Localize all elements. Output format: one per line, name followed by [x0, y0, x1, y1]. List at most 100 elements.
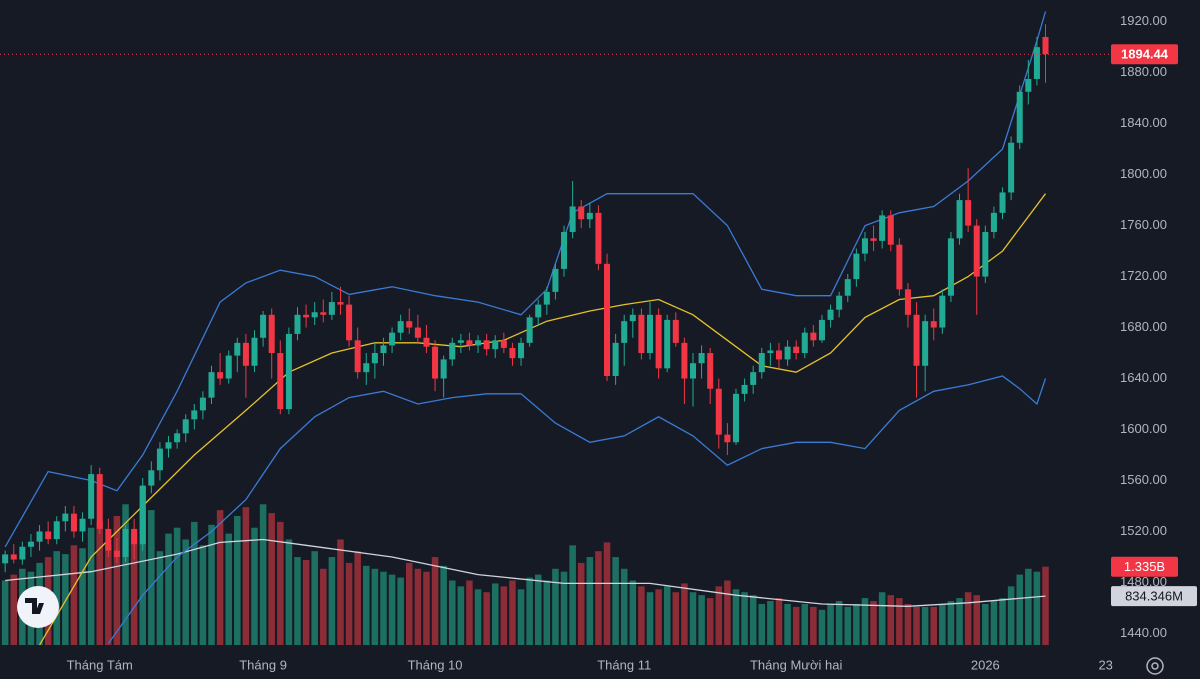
- volume-bar: [517, 589, 525, 645]
- candle-body: [105, 528, 112, 551]
- volume-bar: [620, 568, 628, 645]
- volume-bar: [853, 603, 860, 645]
- volume-bar: [216, 510, 224, 645]
- candle-body: [707, 353, 714, 389]
- candle-body: [741, 384, 748, 394]
- candle-body: [844, 279, 851, 296]
- volume-bar: [448, 580, 456, 645]
- volume-bar: [96, 521, 104, 645]
- candle-body: [251, 337, 258, 366]
- candle-body: [225, 355, 232, 379]
- volume-bar: [921, 606, 929, 645]
- volume-bar: [784, 603, 791, 645]
- last-price-tag: [1111, 44, 1178, 65]
- y-tick-label: 1520.00: [1120, 523, 1167, 538]
- x-tick-label: Tháng 10: [408, 657, 463, 672]
- logo-mark: [25, 598, 44, 614]
- candle-body: [457, 340, 464, 343]
- y-tick-label: 1440.00: [1120, 625, 1167, 640]
- candle-body: [27, 541, 34, 547]
- x-tick-label: 23: [1098, 657, 1112, 672]
- volume-bar: [191, 521, 198, 645]
- volume-bar: [277, 521, 284, 645]
- volume-bar: [526, 577, 533, 645]
- volume-tag: [1111, 556, 1178, 577]
- volume-bar: [371, 568, 379, 645]
- candle-body: [337, 302, 344, 305]
- candle-body: [836, 295, 843, 310]
- volume-bar: [414, 568, 422, 645]
- volume-bar: [603, 542, 611, 645]
- settings-icon[interactable]: [1146, 657, 1164, 675]
- y-tick-label: 1760.00: [1120, 217, 1167, 232]
- candle-body: [19, 546, 26, 560]
- candle-body: [492, 340, 499, 350]
- volume-bar: [732, 589, 740, 645]
- volume-bar: [483, 592, 490, 645]
- candle-body: [535, 304, 542, 318]
- volume-bar: [990, 601, 998, 645]
- candle-body: [569, 206, 576, 232]
- candle-body: [561, 231, 568, 269]
- candle-body: [784, 346, 791, 360]
- y-tick-label: 1600.00: [1120, 421, 1167, 436]
- candle-body: [870, 238, 877, 241]
- volume-bar: [268, 513, 275, 645]
- volume-bar: [320, 568, 327, 645]
- logo: [17, 586, 59, 628]
- candle-body: [234, 342, 241, 356]
- volume-bar: [982, 603, 989, 645]
- volume-bar: [122, 504, 129, 645]
- candle-body: [801, 332, 808, 354]
- volume-bar: [173, 527, 181, 645]
- x-tick-label: Tháng 11: [597, 657, 651, 672]
- volume-bar: [827, 603, 834, 645]
- volume-bar: [380, 571, 387, 645]
- volume-bar: [311, 551, 318, 645]
- candle-body: [922, 321, 929, 366]
- volume-bar: [629, 580, 637, 645]
- candle-body: [930, 321, 937, 328]
- volume-bar: [878, 592, 886, 645]
- candle-body: [389, 332, 396, 346]
- volume-ma-line: [5, 538, 1046, 607]
- volume-bar: [208, 524, 215, 645]
- candle-body: [466, 340, 473, 346]
- y-tick-label: 1840.00: [1120, 115, 1167, 130]
- gear-inner[interactable]: [1151, 662, 1159, 670]
- candle-body: [475, 340, 482, 346]
- x-tick-label: Tháng 9: [239, 657, 287, 672]
- volume-bar: [156, 551, 164, 645]
- candle-body: [758, 353, 765, 373]
- candle-body: [36, 531, 43, 542]
- time-axis-bg: [0, 650, 1200, 679]
- volume-bar: [182, 539, 189, 645]
- candle-body: [483, 340, 490, 350]
- volume-label: 1.335B: [1124, 559, 1165, 574]
- volume-bar: [930, 606, 938, 645]
- gear-outer[interactable]: [1146, 657, 1164, 675]
- candle-body: [277, 353, 284, 410]
- y-tick-label: 1880.00: [1120, 64, 1167, 79]
- candle-body: [199, 397, 206, 411]
- volume-bar: [500, 586, 508, 645]
- candle-body: [655, 314, 662, 369]
- volume-bar: [87, 527, 95, 645]
- volume-bar: [251, 527, 258, 645]
- volume-bar: [294, 557, 301, 645]
- candle-body: [96, 474, 103, 529]
- volume-bar: [681, 583, 688, 645]
- candle-body: [543, 291, 550, 305]
- volume-bar: [148, 510, 155, 645]
- y-tick-label: 1920.00: [1120, 13, 1167, 28]
- candle-body: [285, 333, 292, 410]
- volume-bar: [113, 516, 121, 645]
- lower-band: [107, 375, 1047, 644]
- candle-body: [113, 550, 120, 557]
- candle-body: [698, 353, 705, 364]
- candle-body: [131, 528, 138, 545]
- candle-body: [973, 225, 980, 277]
- candle-body: [1016, 91, 1023, 143]
- candle-body: [775, 350, 782, 360]
